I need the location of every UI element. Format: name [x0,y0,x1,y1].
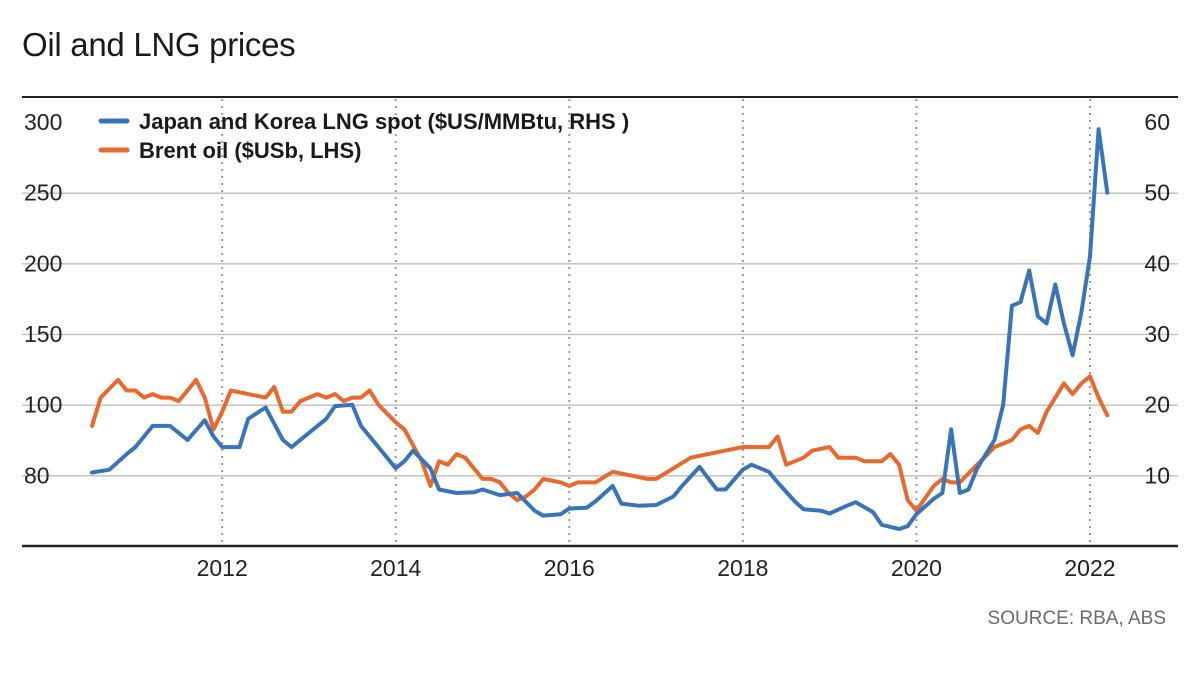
x-tick-label: 2014 [370,555,421,581]
chart-title: Oil and LNG prices [22,26,296,63]
x-tick-label: 2016 [544,555,595,581]
x-axis-ticks: 2012 2014 2016 2018 2020 2022 [197,555,1116,581]
right-tick-label: 30 [1144,321,1170,347]
legend-label: Brent oil ($USb, LHS) [139,138,361,163]
x-tick-label: 2018 [717,555,768,581]
left-axis-ticks: 80 100 150 200 250 300 [24,109,62,488]
right-tick-label: 10 [1144,462,1170,488]
x-tick-label: 2022 [1064,555,1115,581]
left-tick-label: 150 [24,321,62,347]
horizontal-gridlines [22,192,1178,477]
left-tick-label: 80 [24,462,50,488]
source-note: SOURCE: RBA, ABS [987,608,1166,629]
legend-label: Japan and Korea LNG spot ($US/MMBtu, RHS… [139,109,629,134]
right-tick-label: 60 [1144,109,1170,135]
right-tick-label: 20 [1144,392,1170,418]
lng-series-line [90,127,1110,531]
right-axis-ticks: 10 20 30 40 50 60 [1144,109,1170,488]
left-tick-label: 200 [24,250,62,276]
left-tick-label: 300 [24,109,62,135]
x-tick-label: 2020 [891,555,942,581]
right-tick-label: 40 [1144,250,1170,276]
series-layer [90,127,1110,531]
left-tick-label: 250 [24,180,62,206]
right-tick-label: 50 [1144,180,1170,206]
x-tick-label: 2012 [197,555,248,581]
legend: Japan and Korea LNG spot ($US/MMBtu, RHS… [98,109,629,163]
left-tick-label: 100 [24,392,62,418]
